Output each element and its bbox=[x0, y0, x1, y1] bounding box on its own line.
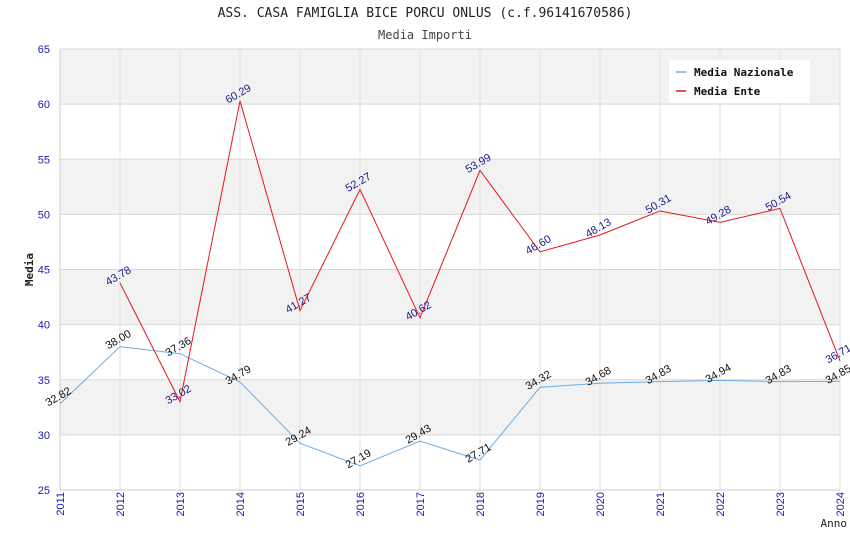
plot-band bbox=[60, 435, 840, 490]
y-tick-label: 35 bbox=[38, 375, 50, 387]
x-tick-label: 2015 bbox=[295, 492, 307, 516]
y-tick-label: 40 bbox=[38, 320, 50, 332]
x-tick-label: 2023 bbox=[775, 492, 787, 516]
x-tick-label: 2014 bbox=[235, 492, 247, 516]
y-tick-label: 50 bbox=[38, 209, 50, 221]
x-tick-label: 2013 bbox=[175, 492, 187, 516]
x-tick-label: 2017 bbox=[415, 492, 427, 516]
x-axis-title: Anno bbox=[821, 517, 848, 530]
x-tick-label: 2021 bbox=[655, 492, 667, 516]
x-tick-label: 2012 bbox=[115, 492, 127, 516]
x-tick-label: 2011 bbox=[55, 492, 67, 516]
y-tick-label: 30 bbox=[38, 430, 50, 442]
y-tick-label: 60 bbox=[38, 99, 50, 111]
y-tick-label: 45 bbox=[38, 265, 50, 277]
y-tick-label: 55 bbox=[38, 154, 50, 166]
y-tick-label: 65 bbox=[38, 44, 50, 56]
x-tick-label: 2020 bbox=[595, 492, 607, 516]
x-tick-label: 2022 bbox=[715, 492, 727, 516]
plot-band bbox=[60, 104, 840, 159]
legend-label-media-nazionale: Media Nazionale bbox=[694, 66, 794, 79]
legend-label-media-ente: Media Ente bbox=[694, 85, 761, 98]
x-tick-label: 2019 bbox=[535, 492, 547, 516]
plot-band bbox=[60, 214, 840, 269]
plot-band bbox=[60, 270, 840, 325]
y-axis-title: Media bbox=[23, 253, 36, 286]
y-tick-label: 25 bbox=[38, 485, 50, 497]
legend: Media Nazionale Media Ente bbox=[669, 60, 810, 103]
x-tick-label: 2016 bbox=[355, 492, 367, 516]
x-tick-label: 2024 bbox=[835, 492, 847, 516]
x-tick-label: 2018 bbox=[475, 492, 487, 516]
